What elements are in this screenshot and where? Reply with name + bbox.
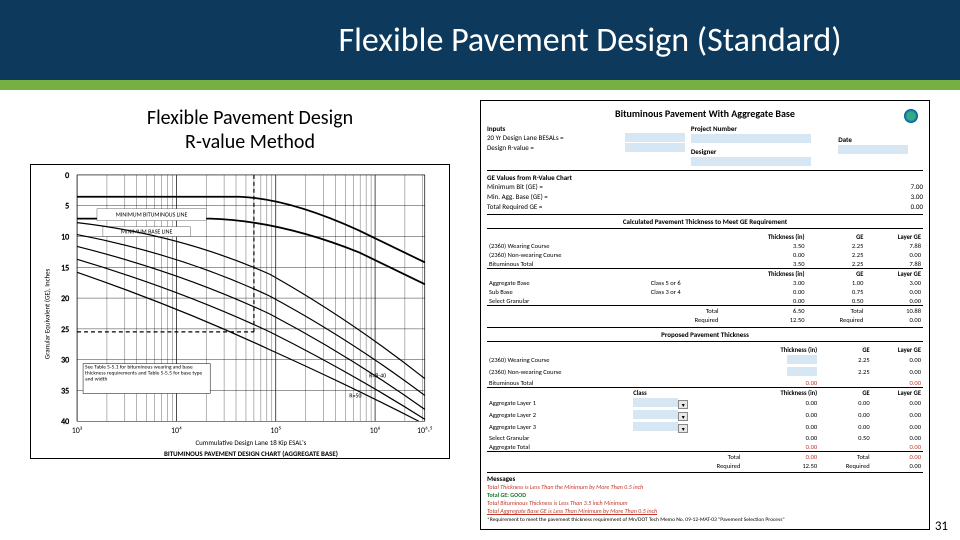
- table-row: Select Granular0.000.500.00: [487, 433, 923, 442]
- slide-header: Flexible Pavement Design (Standard): [0, 0, 960, 80]
- min-agg-label: Min. Agg. Base (GE) =: [487, 192, 911, 201]
- table-row: (2360) Non-wearing Course2.250.00: [487, 366, 923, 378]
- form-title: Bituminous Pavement With Aggregate Base: [615, 107, 795, 120]
- svg-text:0: 0: [65, 171, 69, 181]
- subtitle: Flexible Pavement Design R-value Method: [30, 106, 470, 154]
- designer-label: Designer: [691, 147, 717, 156]
- inputs-heading: Inputs: [487, 124, 685, 133]
- subtitle-line2: R-value Method: [185, 130, 315, 154]
- mndot-logo-icon: [904, 109, 918, 123]
- svg-text:25: 25: [61, 325, 69, 335]
- svg-text:10⁴: 10⁴: [171, 426, 182, 436]
- table-row: Aggregate BaseClass 5 or 63.001.003.00: [487, 278, 923, 287]
- svg-text:10⁵: 10⁵: [270, 426, 281, 436]
- table-row: Aggregate Total0.000.00: [487, 442, 923, 452]
- table-row: (2360) Non-wearing Course0.002.250.00: [487, 250, 923, 259]
- message-line: Total Aggregate Base GE is Less Than Min…: [487, 507, 923, 515]
- date-label: Date: [838, 135, 852, 144]
- svg-text:MINIMUM BITUMINOUS LINE: MINIMUM BITUMINOUS LINE: [116, 211, 188, 219]
- svg-text:10³: 10³: [72, 426, 83, 436]
- svg-text:10⁶·⁵: 10⁶·⁵: [417, 426, 433, 436]
- message-line: Total GE: GOOD: [487, 491, 923, 499]
- message-line: Total Thickness is Less Than the Minimum…: [487, 483, 923, 491]
- svg-text:5: 5: [65, 202, 69, 212]
- min-bit-value: 7.00: [911, 182, 923, 191]
- table-row: (2360) Wearing Course3.502.257.88: [487, 241, 923, 250]
- page-number: 31: [935, 519, 948, 534]
- content-area: Flexible Pavement Design R-value Method …: [0, 90, 960, 530]
- svg-text:Granular Equivalent (GE), Inch: Granular Equivalent (GE), Inches: [42, 268, 51, 359]
- total-ge-label: Total Required GE =: [487, 202, 911, 211]
- calc-section-heading: Calculated Pavement Thickness to Meet GE…: [487, 214, 923, 229]
- date-input[interactable]: [838, 145, 908, 154]
- dropdown-icon[interactable]: ▾: [678, 412, 688, 421]
- svg-text:20: 20: [61, 294, 69, 304]
- svg-text:40: 40: [61, 417, 69, 427]
- table-row: (2360) Wearing Course2.250.00: [487, 354, 923, 366]
- table-row: Aggregate Layer 3▾0.000.000.00: [487, 421, 923, 433]
- svg-text:R=50: R=50: [349, 391, 361, 399]
- min-bit-label: Minimum Bit (GE) =: [487, 182, 911, 191]
- table-row: Bituminous Total3.502.257.88: [487, 259, 923, 269]
- message-line: Total Bituminous Thickness is Less Than …: [487, 499, 923, 507]
- svg-text:10: 10: [61, 232, 69, 242]
- prop-section-heading: Proposed Pavement Thickness: [487, 327, 923, 342]
- dropdown-icon[interactable]: ▾: [678, 400, 688, 409]
- project-label: Project Number: [691, 124, 737, 133]
- left-panel: Flexible Pavement Design R-value Method …: [30, 100, 470, 530]
- footnote: *Requirement to meet the pavement thickn…: [487, 517, 923, 523]
- svg-text:BITUMINOUS PAVEMENT DESIGN CHA: BITUMINOUS PAVEMENT DESIGN CHART (AGGREG…: [164, 449, 338, 458]
- table-row: Select Granular0.000.500.00: [487, 296, 923, 306]
- slide-title: Flexible Pavement Design (Standard): [118, 20, 841, 61]
- min-agg-value: 3.00: [911, 192, 923, 201]
- total-ge-value: 0.00: [911, 202, 923, 211]
- calc-table: Thickness (in)GELayer GE (2360) Wearing …: [487, 232, 923, 324]
- table-row: Bituminous Total0.000.00: [487, 378, 923, 388]
- svg-text:15: 15: [61, 263, 69, 273]
- rvalue-label: Design R-value =: [487, 143, 625, 152]
- ge-section-heading: GE Values from R-Value Chart: [487, 173, 923, 182]
- dropdown-icon[interactable]: ▾: [678, 424, 688, 433]
- rvalue-input[interactable]: [625, 143, 685, 152]
- table-row: Sub BaseClass 3 or 40.000.750.00: [487, 287, 923, 296]
- right-panel: Bituminous Pavement With Aggregate Base …: [480, 100, 930, 530]
- project-input[interactable]: [691, 134, 811, 143]
- svg-text:35: 35: [61, 386, 69, 396]
- svg-text:10⁶: 10⁶: [370, 426, 381, 436]
- esal-input[interactable]: [625, 133, 685, 142]
- designer-input[interactable]: [691, 157, 811, 166]
- chart-svg: 0 5 10 15 20 25 30 35 40: [31, 165, 449, 458]
- prop-table: Thickness (in)GELayer GE (2360) Wearing …: [487, 345, 923, 470]
- esal-label: 20 Yr Design Lane BESALs =: [487, 133, 625, 142]
- accent-bar: [0, 80, 960, 90]
- table-row: Aggregate Layer 2▾0.000.000.00: [487, 409, 923, 421]
- subtitle-line1: Flexible Pavement Design: [147, 106, 353, 130]
- svg-text:R=8-40: R=8-40: [369, 372, 386, 380]
- design-chart: 0 5 10 15 20 25 30 35 40: [30, 164, 450, 459]
- svg-text:30: 30: [61, 356, 69, 366]
- svg-text:Cummulative Design Lane 18 Kip: Cummulative Design Lane 18 Kip ESAL's: [195, 438, 306, 447]
- design-form: Bituminous Pavement With Aggregate Base …: [480, 100, 930, 530]
- messages-heading: Messages: [487, 474, 515, 483]
- table-row: Aggregate Layer 1▾0.000.000.00: [487, 397, 923, 409]
